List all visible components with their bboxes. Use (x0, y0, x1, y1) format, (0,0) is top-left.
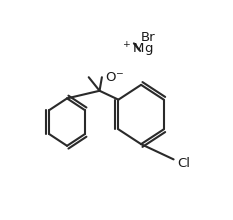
Text: $^+$Mg: $^+$Mg (121, 41, 154, 59)
Text: Cl: Cl (177, 157, 190, 170)
Text: O$^{-}$: O$^{-}$ (105, 71, 124, 84)
Text: Br: Br (141, 31, 156, 44)
